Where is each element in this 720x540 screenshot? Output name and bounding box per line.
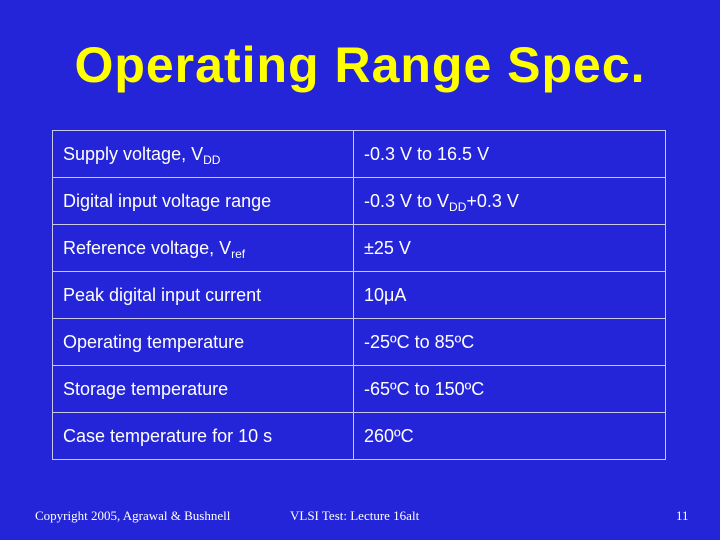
cell-text: Case temperature for 10 s — [63, 425, 273, 446]
cell-text: 260ºC — [364, 425, 414, 446]
table-row: Peak digital input current 10μA — [52, 271, 666, 319]
cell-text: -65ºC to 150ºC — [364, 378, 485, 399]
parameter-cell: Operating temperature — [52, 318, 354, 366]
slide-title: Operating Range Spec. — [74, 37, 646, 93]
cell-text: 10μA — [364, 284, 407, 305]
cell-text: +0.3 V — [466, 190, 519, 211]
parameter-cell: Reference voltage, Vref — [52, 224, 354, 272]
parameter-cell: Supply voltage, VDD — [52, 130, 354, 178]
value-cell: 10μA — [353, 271, 666, 319]
value-cell: -25ºC to 85ºC — [353, 318, 666, 366]
parameter-cell: Digital input voltage range — [52, 177, 354, 225]
page-number: 11 — [676, 508, 689, 523]
value-cell: -0.3 V to VDD+0.3 V — [353, 177, 666, 225]
cell-text: Reference voltage, V — [63, 237, 232, 258]
value-cell: ±25 V — [353, 224, 666, 272]
cell-text: Storage temperature — [63, 378, 229, 399]
table-row: Digital input voltage range -0.3 V to VDD… — [52, 177, 666, 225]
table-row: Storage temperature -65ºC to 150ºC — [52, 365, 666, 413]
footer-lecture: VLSI Test: Lecture 16alt — [290, 508, 420, 523]
cell-text: Peak digital input current — [63, 284, 262, 305]
cell-text: ±25 V — [364, 237, 411, 258]
table-row: Operating temperature -25ºC to 85ºC — [52, 318, 666, 366]
subscript: DD — [449, 199, 467, 214]
table-row: Supply voltage, VDD -0.3 V to 16.5 V — [52, 130, 666, 178]
subscript: ref — [231, 246, 246, 261]
cell-text: Digital input voltage range — [63, 190, 272, 211]
value-cell: 260ºC — [353, 412, 666, 460]
footer-copyright: Copyright 2005, Agrawal & Bushnell — [35, 508, 231, 523]
table-row: Reference voltage, Vref ±25 V — [52, 224, 666, 272]
parameter-cell: Case temperature for 10 s — [52, 412, 354, 460]
cell-text: Supply voltage, V — [63, 143, 204, 164]
parameter-cell: Peak digital input current — [52, 271, 354, 319]
value-cell: -0.3 V to 16.5 V — [353, 130, 666, 178]
value-cell: -65ºC to 150ºC — [353, 365, 666, 413]
cell-text: Operating temperature — [63, 331, 245, 352]
parameter-cell: Storage temperature — [52, 365, 354, 413]
cell-text: -0.3 V to 16.5 V — [364, 143, 490, 164]
cell-text: -25ºC to 85ºC — [364, 331, 475, 352]
subscript: DD — [203, 152, 221, 167]
spec-table: Supply voltage, VDD -0.3 V to 16.5 V Digit… — [52, 130, 666, 460]
table-row: Case temperature for 10 s 260ºC — [52, 412, 666, 460]
cell-text: -0.3 V to V — [364, 190, 450, 211]
